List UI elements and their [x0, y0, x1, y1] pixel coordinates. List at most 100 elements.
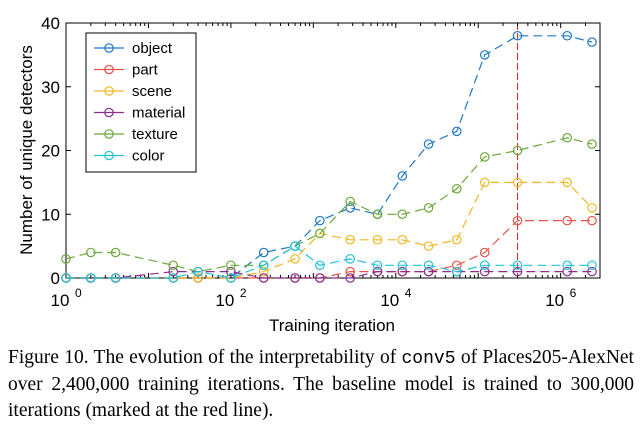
point-material — [258, 273, 269, 283]
legend-marker-part — [104, 64, 114, 75]
point-texture — [61, 254, 71, 264]
point-color — [168, 273, 179, 283]
point-material — [226, 266, 236, 277]
point-object — [423, 139, 434, 149]
point-material — [423, 266, 434, 277]
point-color — [315, 260, 325, 271]
point-texture — [587, 139, 597, 149]
point-texture — [110, 247, 121, 258]
point-scene — [372, 234, 383, 245]
y-axis-label: Number of unique detectors — [17, 45, 36, 255]
y-tick-label: 10 — [41, 205, 60, 224]
x-axis-label: Training iteration — [269, 316, 395, 335]
point-texture — [562, 132, 572, 143]
point-color — [110, 273, 121, 283]
point-part — [512, 215, 523, 226]
training-evolution-chart: 0 10 20 30 40 10 0 10 2 10 4 10 6 object part scene ma… — [17, 14, 601, 335]
point-color — [397, 260, 408, 271]
point-material — [372, 266, 383, 277]
point-texture — [226, 260, 236, 271]
point-color — [423, 260, 434, 271]
point-scene — [512, 177, 523, 188]
legend-marker-material — [104, 107, 114, 118]
point-object — [397, 171, 408, 181]
x-tick-exponent: 2 — [240, 286, 247, 300]
point-material — [479, 266, 490, 277]
legend-label-object: object — [132, 40, 173, 57]
legend: object part scene material texture color — [85, 32, 197, 173]
x-tick-label: 10 — [380, 291, 399, 310]
point-object — [562, 30, 572, 41]
point-color — [258, 260, 269, 271]
x-tick-exponent: 6 — [570, 286, 577, 300]
point-texture — [86, 247, 96, 258]
point-part — [345, 266, 355, 277]
x-tick-label: 10 — [545, 291, 564, 310]
series-lines — [61, 30, 597, 283]
x-tick-exponent: 0 — [75, 286, 82, 300]
point-texture — [168, 260, 179, 271]
point-material — [290, 273, 300, 283]
point-scene — [193, 273, 203, 283]
legend-label-color: color — [132, 148, 165, 165]
series-line-material — [66, 271, 592, 279]
point-object — [258, 247, 269, 258]
legend-label-material: material — [132, 105, 185, 122]
point-color — [290, 241, 300, 251]
point-texture — [397, 209, 408, 220]
series-line-scene — [66, 181, 593, 279]
series-line-color — [66, 245, 592, 279]
x-tick-label: 10 — [51, 291, 70, 310]
point-texture — [512, 145, 523, 156]
x-tick-label: 10 — [215, 291, 234, 310]
x-tick-exponent: 4 — [405, 286, 412, 300]
point-object — [452, 126, 462, 137]
point-material — [315, 273, 325, 283]
point-scene — [562, 177, 572, 188]
legend-marker-scene — [104, 86, 114, 96]
point-texture — [452, 183, 462, 194]
caption-body: of Places205-AlexNet over 2,400,000 trai… — [8, 347, 634, 421]
point-texture — [345, 196, 355, 207]
point-part — [562, 215, 572, 226]
point-color — [562, 260, 572, 271]
y-tick-label: 0 — [51, 269, 60, 288]
series-line-texture — [65, 137, 593, 273]
point-texture — [479, 152, 490, 162]
point-part — [452, 260, 462, 271]
point-material — [168, 266, 179, 277]
legend-box — [85, 32, 197, 173]
point-color — [345, 254, 355, 264]
point-object — [587, 37, 597, 47]
series-line-part — [66, 220, 592, 279]
point-color — [372, 260, 383, 271]
legend-label-scene: scene — [132, 83, 172, 100]
point-material — [345, 273, 355, 283]
point-color — [587, 260, 597, 271]
legend-label-part: part — [132, 62, 159, 79]
point-part — [587, 215, 597, 226]
point-color — [193, 266, 203, 277]
y-tick-label: 20 — [41, 142, 60, 161]
point-color — [226, 273, 236, 283]
point-texture — [372, 209, 383, 220]
x-ticks: 10 0 10 2 10 4 10 6 — [51, 23, 601, 310]
legend-marker-color — [104, 150, 114, 161]
point-scene — [587, 203, 597, 213]
point-color — [86, 273, 96, 283]
point-scene — [423, 241, 434, 251]
legend-label-texture: texture — [132, 126, 178, 143]
point-scene — [397, 234, 408, 245]
point-material — [587, 266, 597, 277]
point-scene — [452, 234, 462, 245]
point-material — [397, 266, 408, 277]
legend-marker-object — [104, 43, 114, 53]
point-part — [479, 247, 490, 258]
series-line-object — [66, 35, 593, 279]
point-texture — [315, 228, 325, 239]
point-color — [479, 260, 490, 271]
point-scene — [290, 254, 300, 264]
point-object — [315, 215, 325, 226]
y-tick-label: 40 — [41, 14, 60, 33]
point-material — [562, 266, 572, 277]
